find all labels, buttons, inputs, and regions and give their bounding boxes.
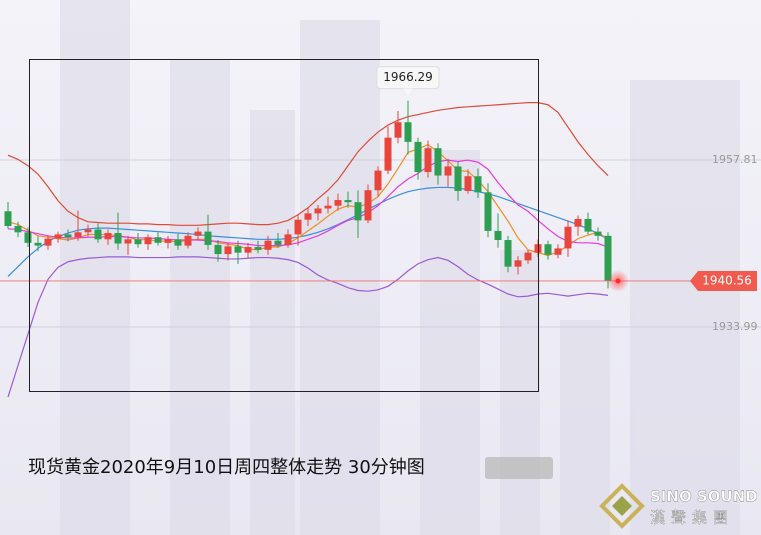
candle-body bbox=[144, 237, 152, 245]
candle-body bbox=[34, 242, 42, 246]
candle-body bbox=[594, 231, 602, 236]
candle-body bbox=[414, 141, 422, 173]
current-price-tag bbox=[690, 270, 757, 291]
candle-body bbox=[114, 233, 122, 244]
logo-icon-inner bbox=[612, 496, 632, 516]
candle-body bbox=[184, 235, 192, 246]
candle-body bbox=[174, 239, 182, 246]
candle-body bbox=[314, 208, 322, 214]
candle-body bbox=[454, 166, 462, 191]
candle-body bbox=[224, 246, 232, 255]
candle-body bbox=[484, 192, 492, 231]
candle-body bbox=[444, 166, 452, 176]
candle-body bbox=[94, 229, 102, 240]
candle-body bbox=[14, 226, 22, 233]
candle-body bbox=[124, 239, 132, 244]
logo-subtitle: 漢聲集團 bbox=[650, 509, 734, 527]
candle-body bbox=[194, 231, 202, 236]
candle-body bbox=[554, 248, 562, 255]
candle-body bbox=[354, 202, 362, 221]
indicator-line bbox=[7, 186, 609, 277]
caption: 现货黄金2020年9月10日周四整体走势 30分钟图 bbox=[28, 457, 425, 478]
candle-body bbox=[504, 240, 512, 267]
candle-body bbox=[244, 247, 252, 253]
candle-body bbox=[404, 122, 412, 142]
y-tick-label: 1957.81 bbox=[712, 153, 758, 166]
candle-body bbox=[24, 232, 32, 243]
logo-name: SINO SOUND bbox=[650, 488, 758, 506]
candle-body bbox=[544, 244, 552, 255]
candle-body bbox=[364, 190, 372, 221]
candle-body bbox=[324, 205, 332, 209]
annotation-label: 1966.29 bbox=[383, 70, 433, 84]
candle-body bbox=[134, 239, 142, 245]
candle-body bbox=[164, 239, 172, 243]
building-silhouettes bbox=[60, 0, 740, 535]
candle-body bbox=[394, 122, 402, 138]
candle-body bbox=[274, 240, 282, 245]
annotation-pointer bbox=[403, 88, 413, 95]
highlight-box bbox=[29, 59, 539, 392]
candle-body bbox=[584, 218, 592, 232]
candle-body bbox=[294, 219, 302, 235]
candle-body bbox=[214, 244, 222, 255]
current-price-dot bbox=[615, 278, 621, 284]
candle-body bbox=[254, 247, 262, 250]
candle-body bbox=[464, 176, 472, 191]
candle-body bbox=[204, 231, 212, 245]
candle-body bbox=[384, 137, 392, 171]
candle-body bbox=[4, 211, 12, 227]
candle-body bbox=[304, 213, 312, 220]
candle-body bbox=[494, 230, 502, 241]
current-price-label: 1940.56 bbox=[702, 273, 752, 287]
candle-body bbox=[284, 234, 292, 245]
candle-body bbox=[514, 260, 522, 267]
candle-body bbox=[334, 200, 342, 206]
candle-body bbox=[44, 238, 52, 246]
logo-icon bbox=[599, 483, 645, 529]
logo: SINO SOUND 漢聲集團 bbox=[599, 483, 758, 529]
candle-body bbox=[54, 234, 62, 239]
candle-body bbox=[374, 170, 382, 191]
candle-body bbox=[604, 235, 612, 281]
candle-body bbox=[474, 176, 482, 193]
indicator-line bbox=[7, 102, 609, 226]
candle-body bbox=[424, 148, 432, 173]
candle-body bbox=[104, 233, 112, 240]
candle-body bbox=[154, 237, 162, 243]
indicator-line bbox=[7, 256, 609, 398]
candle-body bbox=[564, 226, 572, 249]
candle-body bbox=[264, 240, 272, 250]
plot: 1957.81 1933.99 1966.29 1940.56 bbox=[0, 66, 761, 398]
y-tick-label: 1933.99 bbox=[712, 320, 758, 333]
candle-body bbox=[234, 246, 242, 253]
candle-body bbox=[74, 232, 82, 238]
candle-body bbox=[434, 148, 442, 176]
blurred-mark bbox=[485, 457, 553, 479]
candle-body bbox=[574, 218, 582, 227]
candle-body bbox=[524, 252, 532, 261]
candle-body bbox=[344, 200, 352, 203]
candle-body bbox=[84, 229, 92, 233]
candle-body bbox=[64, 234, 72, 238]
